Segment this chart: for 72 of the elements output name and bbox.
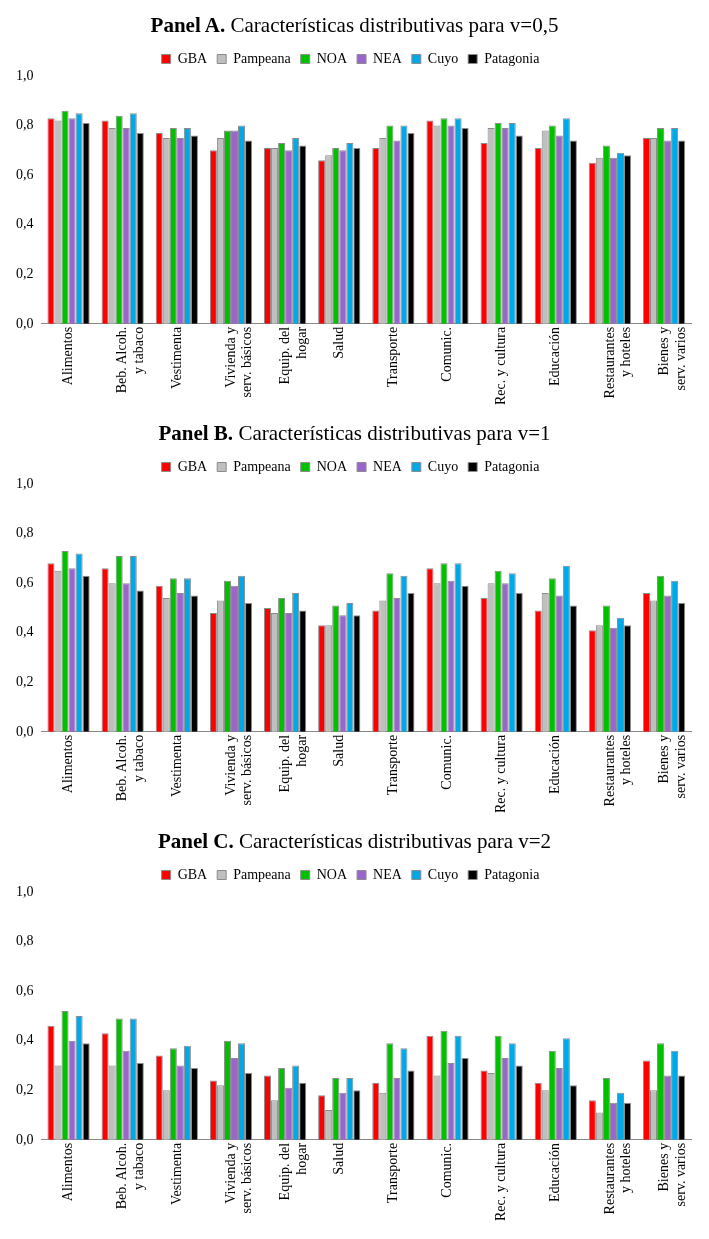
x-tick-label: Alimentos — [60, 326, 76, 386]
x-tick-label: Educación — [547, 1142, 563, 1202]
legend-label: NOA — [316, 458, 348, 474]
legend-label: NOA — [316, 50, 348, 66]
x-tick-label: Salud — [330, 326, 346, 359]
x-tick-label: Salud — [330, 734, 346, 767]
x-tick-label: Comunic. — [439, 1142, 455, 1198]
x-tick-label: Beb. Alcoh. y tabaco — [114, 326, 147, 394]
x-tick-label: Beb. Alcoh. y tabaco — [114, 734, 147, 802]
y-tick-label: 0,4 — [16, 216, 34, 232]
x-tick-label: Salud — [330, 1142, 346, 1175]
y-tick-label: 0,0 — [16, 315, 34, 331]
y-tick-label: 1,0 — [16, 475, 34, 491]
chart-title: Panel B. Características distributivas para v=1 — [158, 421, 551, 445]
x-tick-label: Vivienda y serv. básicos — [222, 1142, 255, 1214]
legend-label: Patagonia — [484, 866, 541, 882]
y-tick-label: 0,0 — [16, 723, 34, 739]
legend-label: Cuyo — [427, 866, 459, 882]
y-tick-label: 0,8 — [16, 525, 34, 541]
x-tick-label: Transporte — [385, 734, 401, 796]
legend-label: GBA — [177, 458, 209, 474]
x-tick-label: Rec. y cultura — [493, 326, 509, 406]
legend-label: NEA — [373, 866, 403, 882]
y-tick-label: 0,6 — [16, 574, 34, 590]
y-tick-label: 0,8 — [16, 933, 34, 949]
y-tick-label: 0,0 — [16, 1131, 34, 1147]
chart-title: Panel C. Características distributivas para v=2 — [157, 829, 552, 853]
legend-label: NEA — [373, 458, 403, 474]
legend-label: NOA — [316, 866, 348, 882]
legend-label: Patagonia — [484, 458, 541, 474]
legend-label: GBA — [177, 866, 209, 882]
y-tick-label: 0,6 — [16, 982, 34, 998]
x-tick-label: Alimentos — [60, 1142, 76, 1202]
y-tick-label: 0,2 — [16, 1081, 34, 1097]
x-tick-label: Vivienda y serv. básicos — [222, 326, 255, 398]
x-tick-label: Restaurantes y hoteles — [601, 734, 634, 807]
x-tick-label: Transporte — [385, 326, 401, 388]
y-tick-label: 1,0 — [16, 67, 34, 83]
y-tick-label: 0,4 — [16, 1032, 34, 1048]
x-tick-label: Rec. y cultura — [493, 734, 509, 814]
x-tick-label: Equip. del hogar — [276, 734, 309, 793]
y-tick-label: 1,0 — [16, 883, 34, 899]
x-tick-label: Alimentos — [60, 734, 76, 794]
x-tick-label: Vestimenta — [168, 326, 184, 390]
x-tick-label: Transporte — [385, 1142, 401, 1204]
x-tick-label: Educación — [547, 734, 563, 794]
legend-label: GBA — [177, 50, 209, 66]
legend-label: Pampeana — [233, 50, 292, 66]
legend-label: Cuyo — [427, 458, 459, 474]
y-tick-label: 0,6 — [16, 166, 34, 182]
y-tick-label: 0,2 — [16, 265, 34, 281]
x-tick-label: Restaurantes y hoteles — [601, 1142, 634, 1215]
x-tick-label: Equip. del hogar — [276, 1142, 309, 1201]
x-tick-label: Comunic. — [439, 734, 455, 790]
x-tick-label: Beb. Alcoh. y tabaco — [114, 1142, 147, 1210]
x-tick-label: Educación — [547, 326, 563, 386]
x-tick-label: Vestimenta — [168, 734, 184, 798]
y-tick-label: 0,4 — [16, 624, 34, 640]
chart-title: Panel A. Características distributivas para v=0,5 — [150, 13, 559, 37]
y-tick-label: 0,2 — [16, 673, 34, 689]
x-tick-label: Equip. del hogar — [276, 326, 309, 385]
legend-label: Pampeana — [233, 458, 292, 474]
legend-label: Patagonia — [484, 50, 541, 66]
legend-label: Cuyo — [427, 50, 459, 66]
x-tick-label: Comunic. — [439, 326, 455, 382]
x-tick-label: Vivienda y serv. básicos — [222, 734, 255, 806]
x-tick-label: Restaurantes y hoteles — [601, 326, 634, 399]
legend-label: NEA — [373, 50, 403, 66]
y-tick-label: 0,8 — [16, 117, 34, 133]
x-tick-label: Rec. y cultura — [493, 1142, 509, 1222]
legend-label: Pampeana — [233, 866, 292, 882]
x-tick-label: Vestimenta — [168, 1142, 184, 1206]
